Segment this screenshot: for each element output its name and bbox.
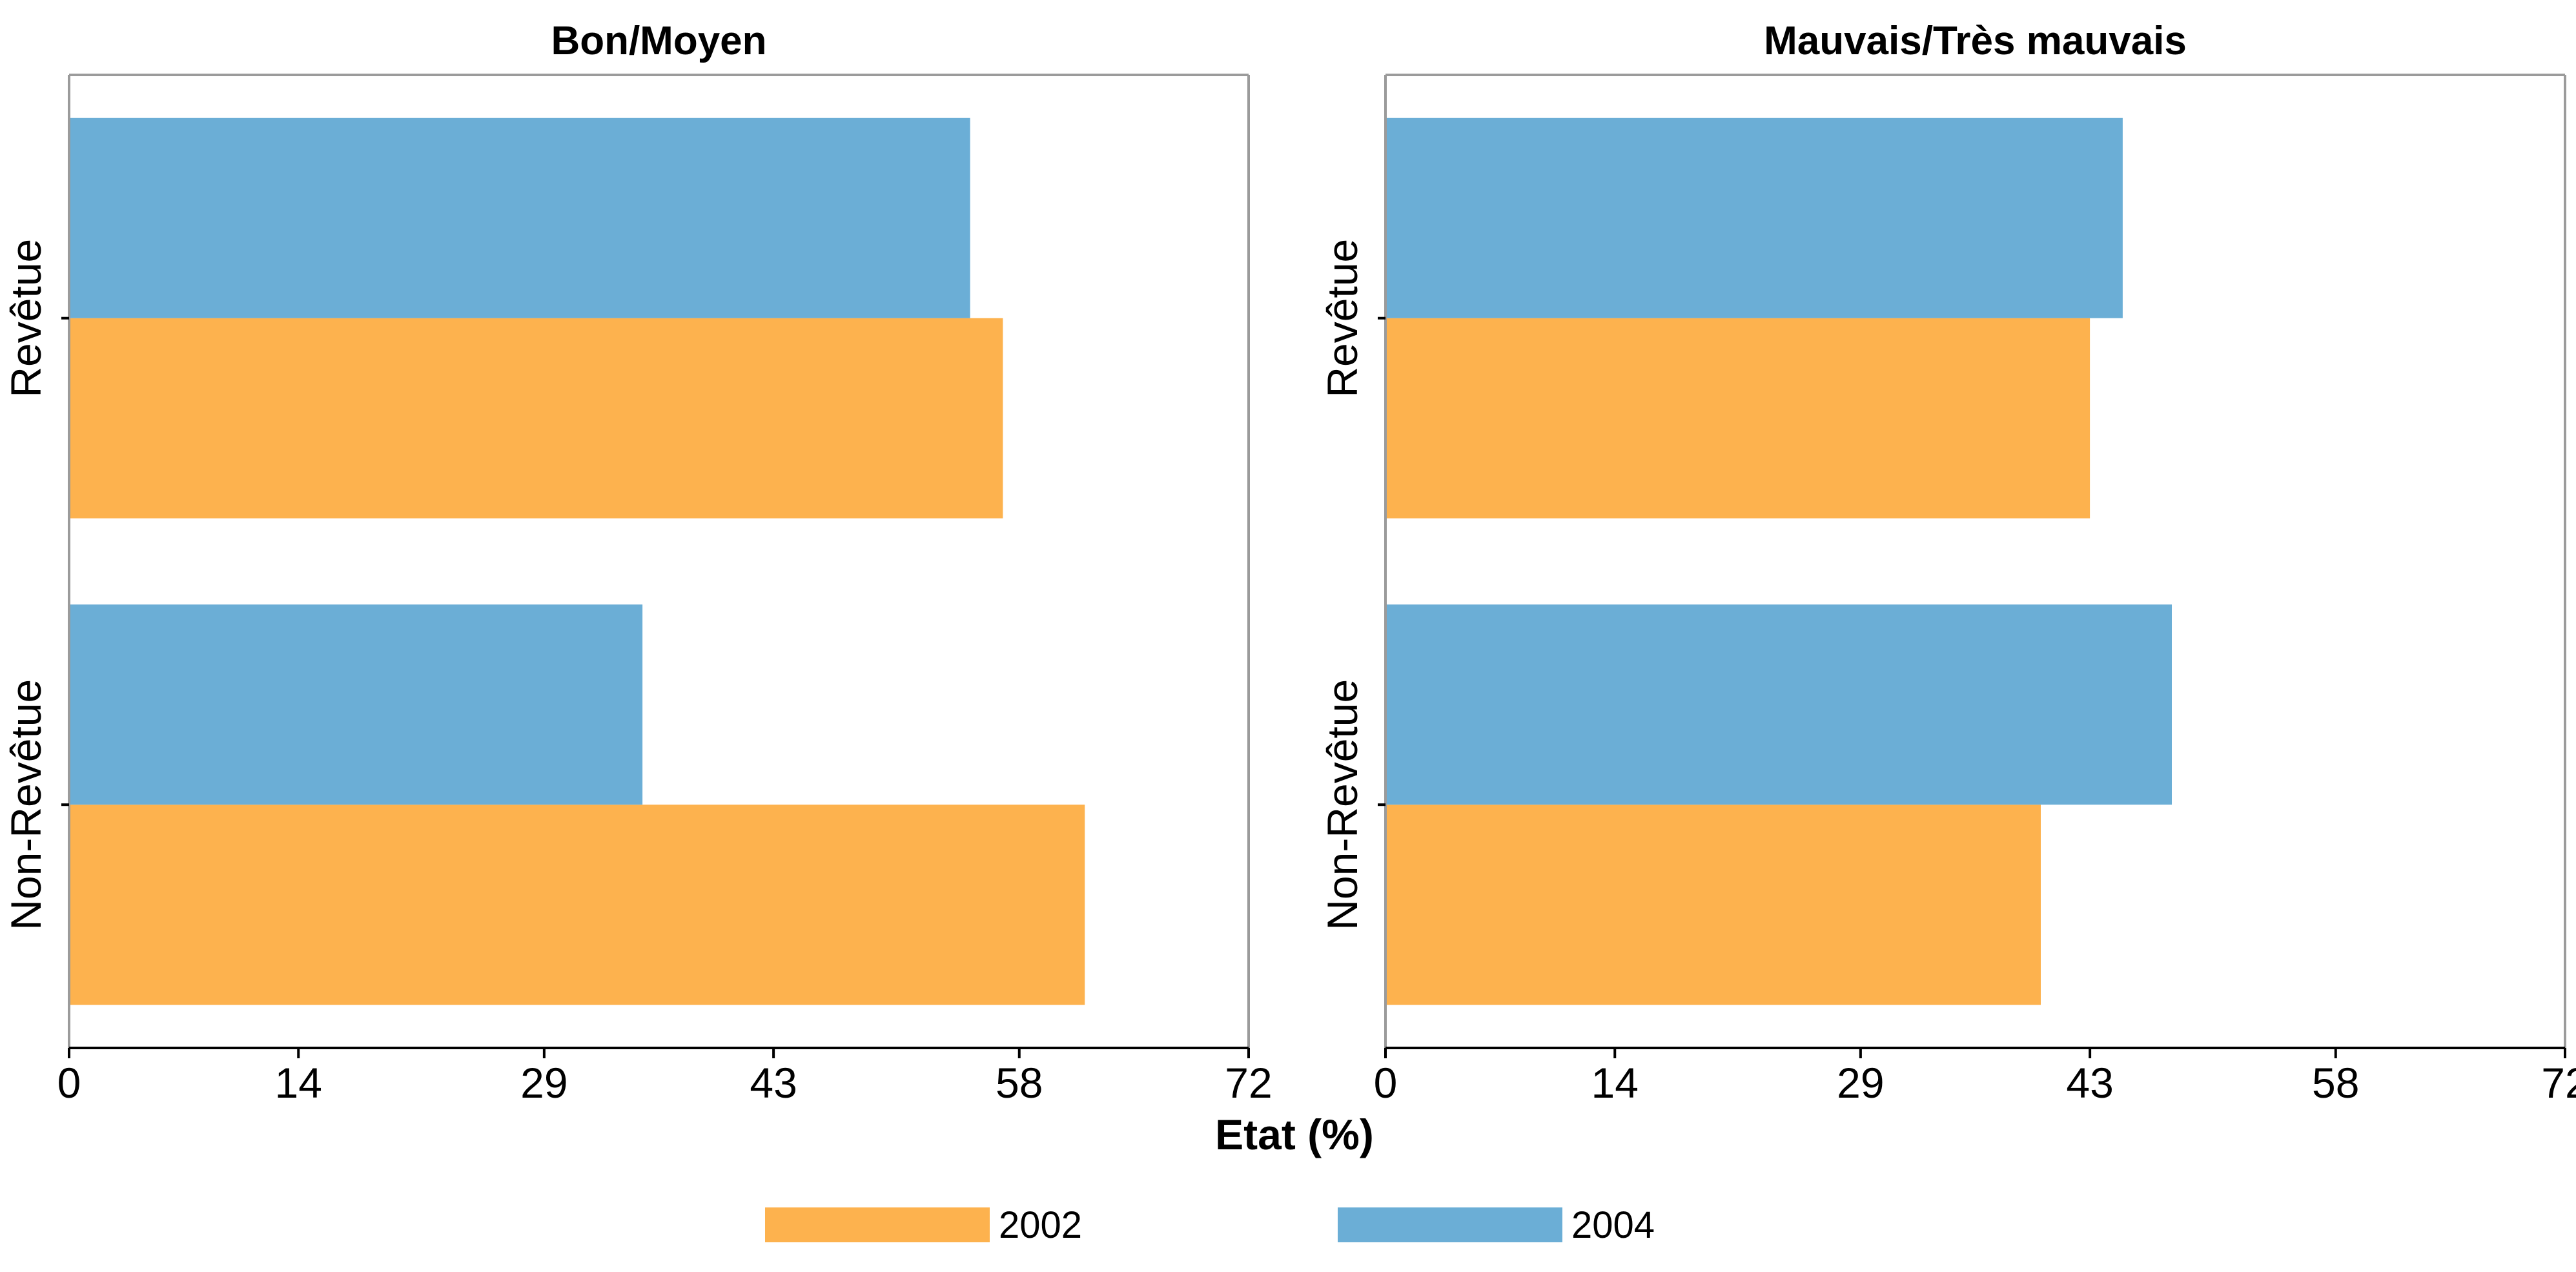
panel-title: Mauvais/Très mauvais	[1764, 19, 2187, 63]
bar-revetue-2004	[1385, 118, 2123, 318]
y-tick-label-revetue: Revêtue	[1318, 239, 1366, 398]
bar-non-revetue-2004	[69, 604, 643, 805]
legend-label: 2002	[999, 1204, 1082, 1246]
x-tick-label: 14	[1591, 1059, 1639, 1107]
x-tick-label: 43	[2066, 1059, 2113, 1107]
x-tick-label: 58	[996, 1059, 1043, 1107]
x-axis-label: Etat (%)	[1215, 1111, 1374, 1158]
legend-swatch	[765, 1207, 990, 1242]
x-tick-label: 0	[1374, 1059, 1398, 1107]
x-tick-label: 29	[520, 1059, 567, 1107]
y-tick-label-non-revetue: Non-Revêtue	[2, 679, 50, 930]
x-tick-label: 58	[2312, 1059, 2359, 1107]
bar-non-revetue-2002	[1385, 805, 2041, 1005]
panel-bon-moyen: Bon/Moyen Revêtue Non-Revêtue 0 14 29 43 58 72	[2, 19, 1273, 1107]
legend-label: 2004	[1571, 1204, 1655, 1246]
x-tick-label: 0	[57, 1059, 81, 1107]
bar-revetue-2002	[69, 318, 1003, 518]
x-tick-label: 29	[1837, 1059, 1884, 1107]
bar-revetue-2004	[69, 118, 970, 318]
bar-revetue-2002	[1385, 318, 2090, 518]
panel-mauvais-tres-mauvais: Mauvais/Très mauvais Revêtue Non-Revêtue 0 1…	[1318, 19, 2576, 1107]
x-tick-label: 72	[1225, 1059, 1272, 1107]
panel-title: Bon/Moyen	[551, 19, 766, 63]
x-tick-label: 43	[750, 1059, 797, 1107]
legend-item-2002: 2002	[765, 1204, 1082, 1246]
legend: 2002 2004	[765, 1204, 1655, 1246]
x-tick-label: 14	[275, 1059, 322, 1107]
bar-non-revetue-2004	[1385, 604, 2172, 805]
y-tick-label-non-revetue: Non-Revêtue	[1318, 679, 1366, 930]
y-tick-label-revetue: Revêtue	[2, 239, 50, 398]
bar-non-revetue-2002	[69, 805, 1085, 1005]
legend-item-2004: 2004	[1338, 1204, 1655, 1246]
legend-swatch	[1338, 1207, 1562, 1242]
x-tick-label: 72	[2541, 1059, 2576, 1107]
